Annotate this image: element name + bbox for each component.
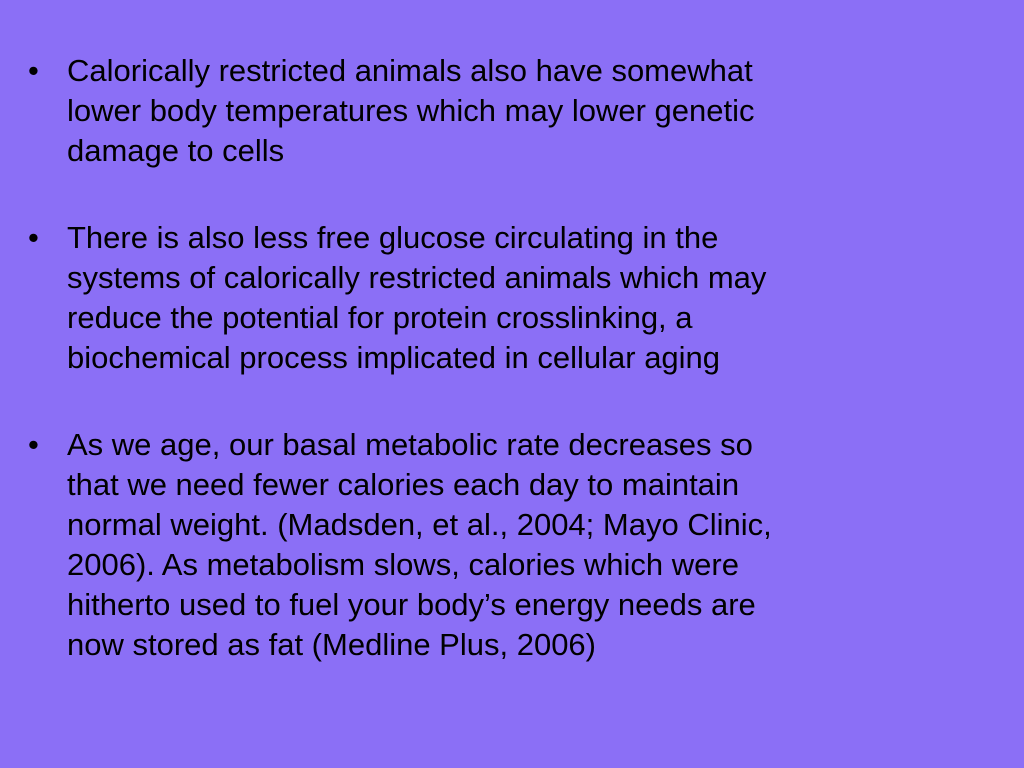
bullet-text-line: damage to cells bbox=[67, 133, 285, 168]
bullet-text-line: Calorically restricted animals also have… bbox=[67, 53, 753, 88]
bullet-icon: • bbox=[28, 220, 39, 255]
bullet-text-line: lower body temperatures which may lower … bbox=[67, 93, 755, 128]
bullet-icon: • bbox=[28, 427, 39, 462]
bullet-text-line: biochemical process implicated in cellul… bbox=[67, 340, 721, 375]
bullet-item-1: • Calorically restricted animals also ha… bbox=[24, 51, 964, 171]
bullet-text-line: As we age, our basal metabolic rate decr… bbox=[67, 427, 753, 462]
bullet-item-2: • There is also less free glucose circul… bbox=[24, 218, 964, 378]
bullet-text-line: that we need fewer calories each day to … bbox=[67, 467, 740, 502]
bullet-icon: • bbox=[28, 53, 39, 88]
bullet-item-3: • As we age, our basal metabolic rate de… bbox=[24, 425, 964, 665]
bullet-text-line: systems of calorically restricted animal… bbox=[67, 260, 767, 295]
bullet-text-line: hitherto used to fuel your body’s energy… bbox=[67, 587, 756, 622]
bullet-text-line: reduce the potential for protein crossli… bbox=[67, 300, 693, 335]
bullet-text-line: There is also less free glucose circulat… bbox=[67, 220, 719, 255]
bullet-text-line: normal weight. (Madsden, et al., 2004; M… bbox=[67, 507, 772, 542]
bullet-text-line: 2006). As metabolism slows, calories whi… bbox=[67, 547, 739, 582]
bullet-text-line: now stored as fat (Medline Plus, 2006) bbox=[67, 627, 596, 662]
bullet-list: • Calorically restricted animals also ha… bbox=[24, 51, 964, 712]
